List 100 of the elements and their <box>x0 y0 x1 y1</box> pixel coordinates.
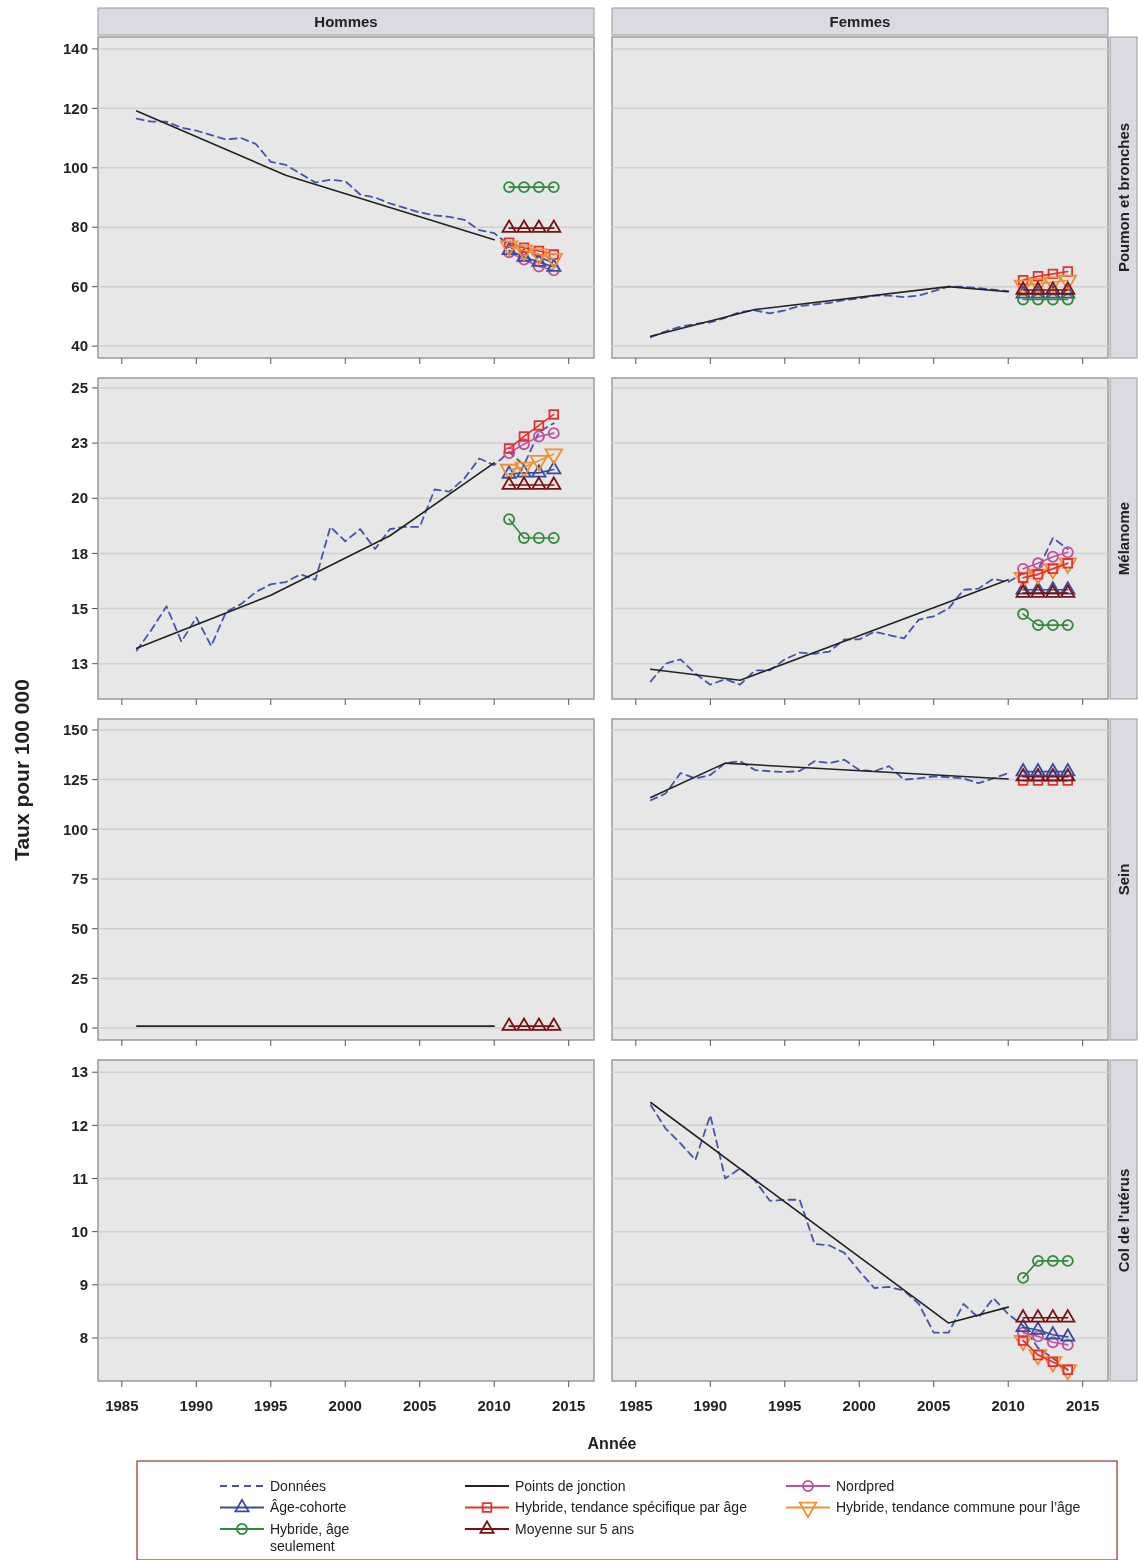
y-tick-label: 12 <box>71 1116 88 1134</box>
point <box>503 447 516 459</box>
point <box>547 532 560 544</box>
point <box>518 181 530 194</box>
line-series <box>135 462 495 650</box>
y-tick-label: 140 <box>62 40 88 58</box>
point <box>516 248 532 262</box>
point <box>1061 1338 1074 1351</box>
legend-label: Nordpred <box>836 1477 895 1494</box>
x-tick-label: 1990 <box>693 1397 727 1414</box>
y-tick-label: 23 <box>71 434 88 452</box>
x-tick-label: 2000 <box>842 1397 876 1414</box>
x-tick-label: 1985 <box>619 1397 653 1414</box>
x-tick-label: 2010 <box>991 1397 1025 1414</box>
point <box>1017 1326 1030 1339</box>
x-tick-label: 1985 <box>105 1397 139 1414</box>
x-tick-label: 2015 <box>551 1397 586 1414</box>
x-tick-label: 1995 <box>768 1397 802 1414</box>
point <box>1032 1330 1044 1343</box>
y-tick-label: 25 <box>71 379 88 397</box>
point <box>1015 1309 1031 1323</box>
x-tick-label: 2000 <box>328 1397 362 1414</box>
legend-label: Moyenne sur 5 ans <box>515 1520 635 1537</box>
x-tick-label: 2015 <box>1065 1397 1100 1414</box>
y-tick-label: 0 <box>79 1019 88 1037</box>
point <box>518 431 530 442</box>
y-tick-label: 10 <box>71 1222 88 1240</box>
legend-label: Hybride, âge seulement <box>270 1520 350 1555</box>
y-tick-label: 18 <box>71 544 88 562</box>
point <box>1061 293 1074 306</box>
point <box>1017 608 1030 620</box>
point <box>532 430 545 443</box>
point <box>1046 550 1059 563</box>
y-tick-label: 75 <box>71 870 88 888</box>
point <box>1032 1254 1044 1267</box>
legend-label: Hybride, tendance spécifique par âge <box>515 1499 748 1516</box>
point <box>531 464 547 478</box>
point <box>1015 1318 1031 1333</box>
point <box>503 443 515 454</box>
point <box>501 219 517 233</box>
y-tick-label: 150 <box>62 721 88 739</box>
y-tick-label: 20 <box>71 489 88 507</box>
x-tick-label: 1995 <box>254 1397 288 1414</box>
point <box>546 476 562 490</box>
y-tick-label: 100 <box>62 820 88 838</box>
y-tick-label: 60 <box>71 277 88 295</box>
point <box>1060 281 1076 295</box>
point <box>1017 274 1029 286</box>
point <box>1046 1336 1059 1349</box>
point <box>1017 1271 1030 1284</box>
chart-title: Femmes <box>829 13 891 31</box>
y2-axis-title: Mélanome <box>1114 501 1132 576</box>
y-tick-label: 120 <box>62 99 88 117</box>
legend-label: Hybride, tendance commune pour l’âge <box>836 1499 1081 1516</box>
point <box>1032 271 1044 282</box>
y-tick-label: 50 <box>71 919 88 937</box>
point <box>503 237 515 248</box>
point <box>533 420 545 431</box>
point <box>1015 285 1031 299</box>
point <box>1045 1309 1061 1323</box>
point <box>1032 293 1044 306</box>
point <box>531 253 547 267</box>
y-tick-label: 8 <box>79 1329 88 1347</box>
x-tick-label: 2005 <box>917 1397 951 1414</box>
point <box>1060 1328 1076 1342</box>
point <box>547 181 560 194</box>
chart-title: Hommes <box>314 13 378 31</box>
line-series <box>135 422 555 652</box>
legend-label: Âge-cohorte <box>270 1499 347 1516</box>
point <box>546 258 562 272</box>
x-axis-title: Année <box>587 1434 637 1452</box>
y-tick-label: 25 <box>71 969 88 987</box>
point <box>1061 546 1074 559</box>
point <box>1032 619 1044 632</box>
point <box>1047 268 1059 280</box>
point <box>1061 619 1074 632</box>
point <box>532 260 545 273</box>
point <box>1045 1326 1061 1340</box>
point <box>531 476 547 490</box>
y-tick-label: 125 <box>62 770 88 788</box>
y-axis-title: Taux pour 100 000 <box>10 679 34 861</box>
point <box>1045 281 1061 295</box>
y-tick-label: 13 <box>71 1063 88 1081</box>
point <box>516 476 532 490</box>
point <box>1060 1309 1076 1323</box>
point <box>1030 1309 1046 1323</box>
legend-label: Points de jonction <box>515 1477 626 1494</box>
point <box>1030 285 1046 299</box>
point <box>516 219 532 233</box>
point <box>1045 285 1061 299</box>
legend-label: Données <box>270 1477 327 1494</box>
point <box>548 249 560 260</box>
point <box>1046 619 1059 632</box>
point <box>1032 557 1044 570</box>
y-tick-label: 9 <box>79 1276 88 1294</box>
point <box>1062 266 1074 277</box>
y2-axis-title: Poumon et bronches <box>1114 122 1132 273</box>
point <box>1060 285 1076 299</box>
y2-axis-title: Sein <box>1114 863 1132 896</box>
x-tick-label: 2005 <box>403 1397 437 1414</box>
